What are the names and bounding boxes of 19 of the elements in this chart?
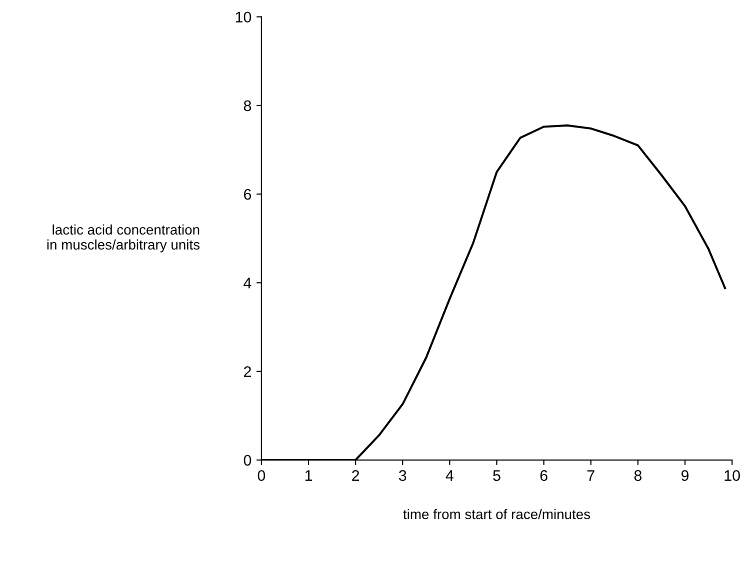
y-tick-label: 10 [236,12,252,23]
y-tick-label: 2 [244,366,251,377]
y-axis-title: lactic acid concentration in muscles/arbitrary units [47,224,200,252]
y-tick-label: 4 [244,278,252,288]
x-tick-label: 6 [540,470,548,481]
y-tick-label: 6 [244,188,252,200]
x-tick-label: 8 [634,470,642,481]
x-tick-label: 2 [352,470,360,481]
x-tick-label: 4 [446,470,454,481]
x-tick-label: 10 [724,470,740,481]
y-tick-label: 0 [244,454,252,466]
x-tick-label: 3 [398,470,406,481]
x-tick-label: 1 [305,470,312,481]
x-tick-label: 7 [587,470,594,481]
y-tick-label: 8 [244,100,252,112]
x-axis-title: time from start of race/minutes [403,508,590,520]
x-tick-label: 9 [681,470,689,481]
x-tick-label: 5 [493,470,500,481]
x-tick-label: 0 [258,470,266,481]
